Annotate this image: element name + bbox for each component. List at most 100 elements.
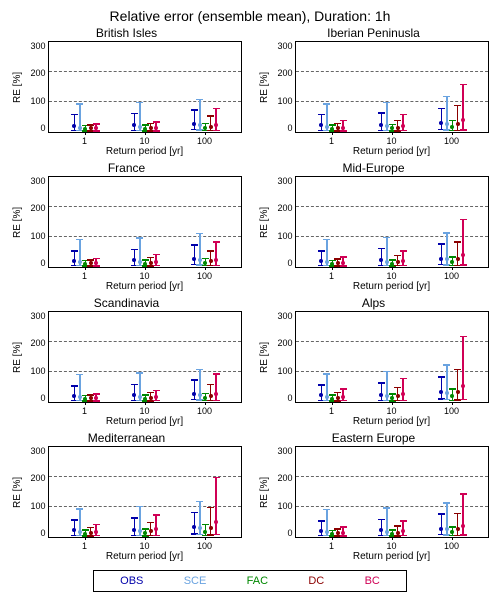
error-bar <box>199 99 201 130</box>
error-bar <box>342 120 344 131</box>
error-bar <box>145 529 147 537</box>
error-bar <box>210 251 212 266</box>
error-bar <box>402 114 404 131</box>
error-bar <box>321 385 323 401</box>
error-bar <box>205 258 207 266</box>
error-bar <box>337 123 339 131</box>
error-bar <box>321 114 323 131</box>
y-ticks: 3002001000 <box>271 176 295 268</box>
chart-panel: Mid-EuropeRE [%]3002001000110100Return p… <box>255 161 492 294</box>
x-tick-label: 100 <box>197 271 212 281</box>
error-bar <box>381 248 383 265</box>
error-bar <box>386 508 388 536</box>
error-bar <box>95 394 97 402</box>
error-bar <box>139 238 141 266</box>
error-bar <box>342 389 344 401</box>
error-bar <box>381 519 383 536</box>
chart-panel: Eastern EuropeRE [%]3002001000110100Retu… <box>255 431 492 564</box>
error-bar <box>90 260 92 267</box>
error-bar <box>90 125 92 132</box>
error-bar <box>85 260 87 266</box>
y-ticks: 3002001000 <box>271 311 295 403</box>
x-tick-label: 100 <box>444 541 459 551</box>
error-bar <box>462 84 464 130</box>
x-tick-label: 100 <box>444 406 459 416</box>
error-bar <box>332 125 334 131</box>
panel-title: France <box>108 161 145 175</box>
plot-area: 110100Return period [yr] <box>48 311 242 403</box>
y-ticks: 3002001000 <box>271 41 295 133</box>
x-axis-label: Return period [yr] <box>353 281 430 292</box>
error-bar <box>134 518 136 536</box>
plot-area: 110100Return period [yr] <box>48 41 242 133</box>
legend-item: BC <box>365 575 380 587</box>
chart-panel: ScandinaviaRE [%]3002001000110100Return … <box>8 296 245 429</box>
error-bar <box>85 125 87 131</box>
x-tick-label: 10 <box>139 541 149 551</box>
y-axis-label: RE [%] <box>259 41 271 133</box>
error-bar <box>392 530 394 536</box>
error-bar <box>155 122 157 132</box>
y-axis-label: RE [%] <box>259 176 271 268</box>
error-bar <box>210 507 212 535</box>
x-tick-label: 1 <box>82 406 87 416</box>
x-tick-label: 100 <box>444 136 459 146</box>
x-tick-label: 1 <box>329 406 334 416</box>
error-bar <box>205 123 207 131</box>
error-bar <box>215 374 217 401</box>
panel-grid: British IslesRE [%]3002001000110100Retur… <box>0 26 500 564</box>
plot-area: 110100Return period [yr] <box>295 41 489 133</box>
error-bar <box>326 374 328 401</box>
error-bar <box>145 260 147 266</box>
error-bar <box>332 395 334 401</box>
y-axis-label: RE [%] <box>12 311 24 403</box>
x-tick-label: 10 <box>386 541 396 551</box>
x-tick-label: 1 <box>82 136 87 146</box>
error-bar <box>397 255 399 266</box>
error-bar <box>332 530 334 536</box>
x-tick-label: 10 <box>386 406 396 416</box>
error-bar <box>79 509 81 536</box>
error-bar <box>402 521 404 536</box>
plot-area: 110100Return period [yr] <box>295 176 489 268</box>
error-bar <box>402 378 404 401</box>
error-bar <box>150 123 152 131</box>
legend-item: OBS <box>120 575 143 587</box>
x-axis-label: Return period [yr] <box>353 146 430 157</box>
y-axis-label: RE [%] <box>12 176 24 268</box>
error-bar <box>446 96 448 130</box>
x-tick-label: 10 <box>386 136 396 146</box>
error-bar <box>145 125 147 131</box>
x-axis-label: Return period [yr] <box>106 551 183 562</box>
y-ticks: 3002001000 <box>271 446 295 538</box>
error-bar <box>145 395 147 401</box>
error-bar <box>462 336 464 400</box>
error-bar <box>155 515 157 536</box>
legend-item: FAC <box>247 575 268 587</box>
plot-area: 110100Return period [yr] <box>295 446 489 538</box>
y-axis-label: RE [%] <box>259 311 271 403</box>
x-tick-label: 100 <box>197 541 212 551</box>
error-bar <box>326 104 328 131</box>
error-bar <box>321 521 323 536</box>
error-bar <box>150 257 152 266</box>
x-tick-label: 100 <box>444 271 459 281</box>
error-bar <box>457 513 459 536</box>
y-ticks: 3002001000 <box>24 176 48 268</box>
x-tick-label: 1 <box>329 271 334 281</box>
error-bar <box>342 527 344 537</box>
error-bar <box>386 237 388 266</box>
error-bar <box>134 249 136 266</box>
error-bar <box>321 251 323 266</box>
y-axis-label: RE [%] <box>259 446 271 538</box>
error-bar <box>457 242 459 266</box>
error-bar <box>397 120 399 131</box>
error-bar <box>90 527 92 536</box>
error-bar <box>452 120 454 131</box>
error-bar <box>452 389 454 401</box>
error-bar <box>215 108 217 131</box>
error-bar <box>446 503 448 536</box>
error-bar <box>139 102 141 131</box>
x-tick-label: 100 <box>197 406 212 416</box>
panel-title: Scandinavia <box>94 296 159 310</box>
